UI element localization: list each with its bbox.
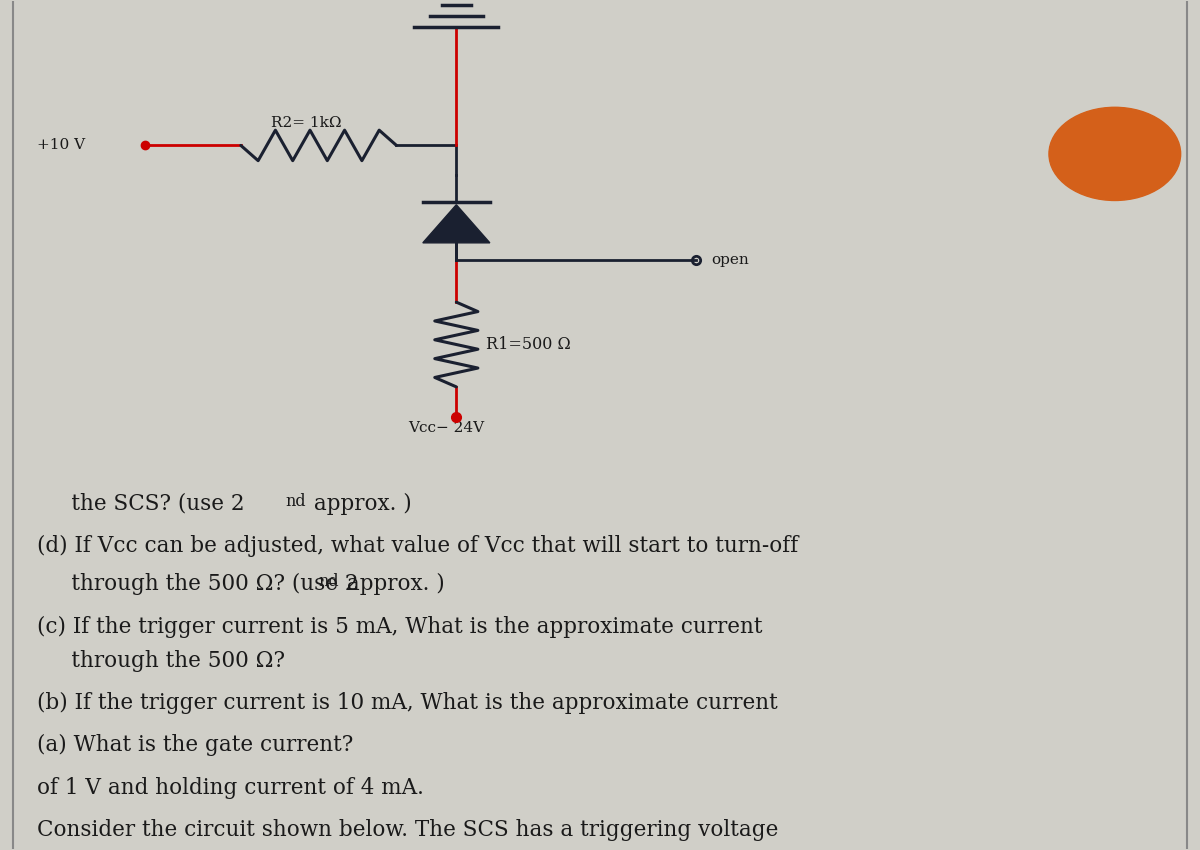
Text: R1=500 Ω: R1=500 Ω <box>486 336 571 353</box>
Text: (a) What is the gate current?: (a) What is the gate current? <box>37 734 354 756</box>
Text: open: open <box>712 252 749 267</box>
Polygon shape <box>422 205 490 243</box>
Text: nd: nd <box>286 493 306 510</box>
Text: Vcc− 24V: Vcc− 24V <box>408 421 485 435</box>
Text: through the 500 Ω?: through the 500 Ω? <box>37 649 286 672</box>
Text: approx. ): approx. ) <box>341 573 445 595</box>
Text: R2= 1kΩ: R2= 1kΩ <box>271 116 341 130</box>
Text: Consider the circuit shown below. The SCS has a triggering voltage: Consider the circuit shown below. The SC… <box>37 819 779 841</box>
Text: the SCS? (use 2: the SCS? (use 2 <box>37 493 245 515</box>
Text: of 1 V and holding current of 4 mA.: of 1 V and holding current of 4 mA. <box>37 777 424 799</box>
Text: nd: nd <box>319 573 340 590</box>
Text: through the 500 Ω? (use 2: through the 500 Ω? (use 2 <box>37 573 359 595</box>
Text: (b) If the trigger current is 10 mA, What is the approximate current: (b) If the trigger current is 10 mA, Wha… <box>37 692 778 714</box>
Circle shape <box>1049 107 1181 201</box>
Text: (d) If Vcc can be adjusted, what value of Vcc that will start to turn-off: (d) If Vcc can be adjusted, what value o… <box>37 536 798 558</box>
Text: (c) If the trigger current is 5 mA, What is the approximate current: (c) If the trigger current is 5 mA, What… <box>37 615 763 638</box>
Text: +10 V: +10 V <box>37 139 85 152</box>
Text: approx. ): approx. ) <box>307 493 412 515</box>
